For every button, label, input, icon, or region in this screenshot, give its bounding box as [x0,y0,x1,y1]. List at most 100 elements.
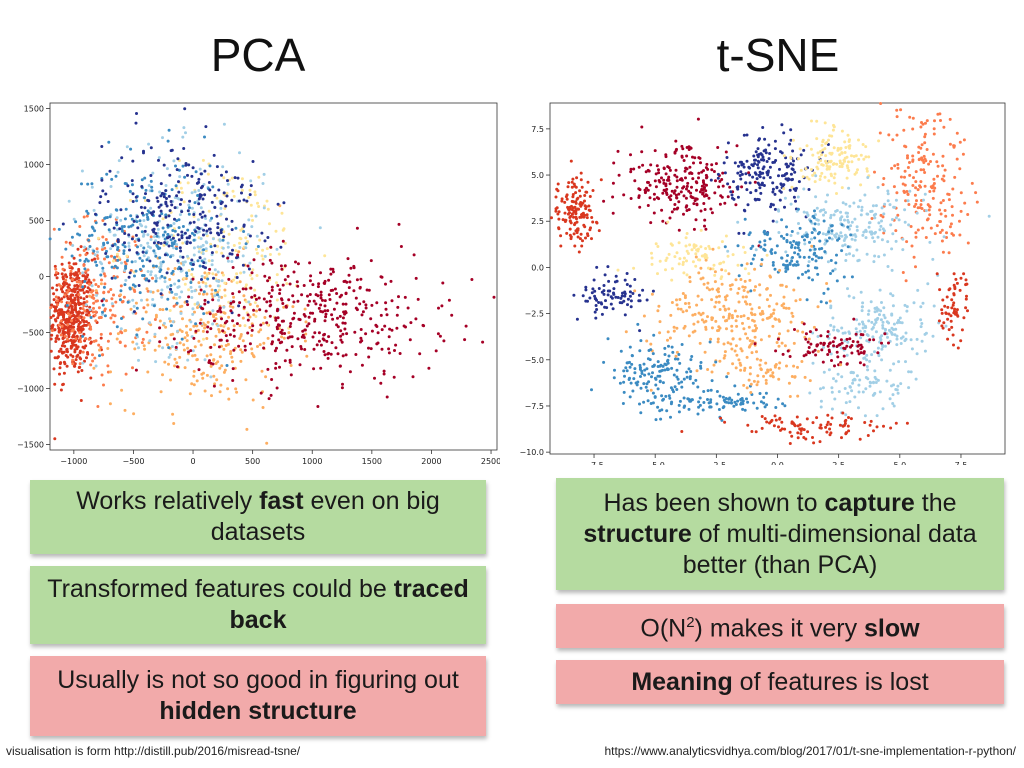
data-point [859,290,863,294]
data-point [805,298,809,302]
data-point [167,362,170,366]
data-point [75,287,79,290]
data-point [695,369,699,373]
data-point [271,340,274,344]
data-point [139,205,143,209]
data-point [861,326,865,330]
data-point [110,302,114,306]
data-point [814,254,818,258]
data-point [380,328,384,332]
data-point [70,293,73,297]
data-point [97,285,100,288]
data-point [865,339,869,343]
data-point [647,372,651,376]
data-point [186,254,189,258]
data-point [768,274,772,278]
data-point [183,175,187,179]
data-point [675,350,679,354]
data-point [796,246,800,250]
data-point [248,342,252,346]
data-point [824,142,828,145]
data-point [682,326,686,330]
data-point [206,300,210,304]
y-tick-label: 2.5 [531,217,544,226]
data-point [790,230,794,233]
data-point [840,234,844,238]
data-point [869,419,873,423]
data-point [403,295,407,299]
data-point [237,344,241,348]
data-point [193,190,197,194]
data-point [77,293,81,297]
data-point [839,361,843,364]
data-point [888,203,892,207]
data-point [595,221,599,225]
data-point [333,287,337,291]
data-point [83,309,87,313]
data-point [818,426,822,430]
data-point [715,402,719,406]
data-point [91,289,95,293]
data-point [903,191,906,194]
data-point [964,278,968,282]
data-point [688,275,692,279]
data-point [821,148,825,152]
data-point [364,332,368,336]
data-point [742,208,746,212]
data-point [204,232,208,236]
data-point [369,317,373,321]
data-point [212,384,216,388]
data-point [155,234,159,238]
data-point [167,346,171,350]
data-point [743,408,747,412]
data-point [438,334,442,338]
data-point [74,306,77,310]
data-point [301,329,305,333]
data-point [679,307,683,311]
data-point [739,368,743,372]
data-point [81,334,85,338]
data-point [762,374,765,378]
data-point [838,153,842,157]
data-point [765,253,769,257]
data-point [771,263,775,267]
data-point [231,379,235,382]
data-point [649,163,653,167]
data-point [50,329,54,333]
data-point [245,427,249,431]
data-point [619,349,623,353]
data-point [66,296,70,300]
data-point [332,307,336,311]
data-point [590,237,593,241]
data-point [222,230,226,234]
data-point [259,328,263,332]
y-tick-label: −10.0 [519,448,544,457]
data-point [571,200,575,203]
data-point [924,331,928,335]
data-point [76,319,80,323]
data-point [100,145,104,148]
data-point [810,231,814,235]
data-point [798,423,802,427]
data-point [52,305,56,309]
data-point [241,287,245,291]
data-point [251,268,255,272]
data-point [154,279,158,283]
data-point [283,264,287,268]
data-point [319,296,323,300]
data-point [140,341,144,345]
data-point [78,225,82,228]
data-point [616,268,620,272]
data-point [61,351,64,355]
data-point [927,208,931,212]
data-point [82,215,86,219]
data-point [187,350,190,354]
data-point [190,273,194,276]
data-point [146,270,150,273]
data-point [625,283,629,286]
data-point [85,214,89,218]
data-point [586,232,589,236]
data-point [172,422,176,425]
data-point [717,325,721,329]
data-point [790,185,794,189]
